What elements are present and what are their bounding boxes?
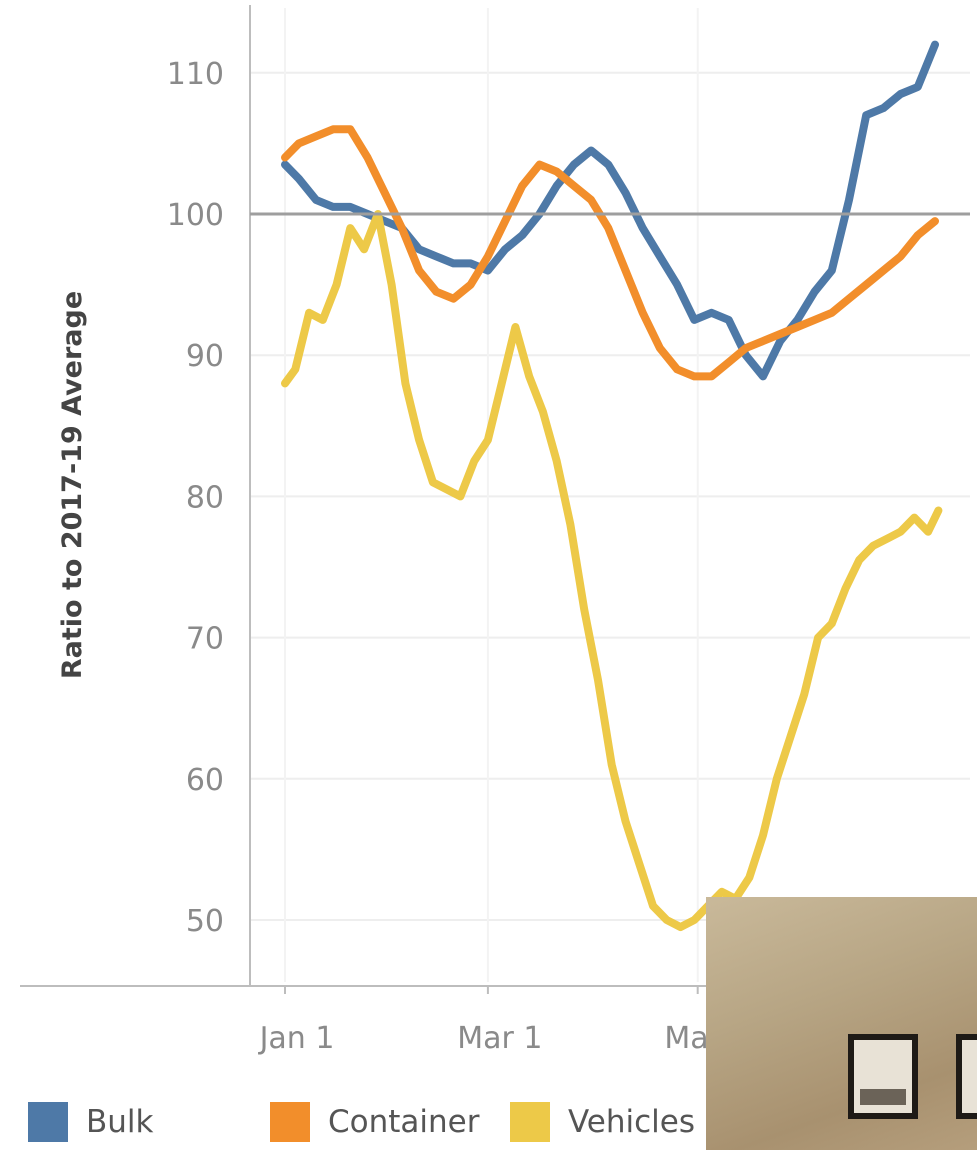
- picture-frame: [956, 1034, 977, 1119]
- legend-item-bulk[interactable]: Bulk: [28, 1100, 153, 1144]
- grid-lines: [250, 8, 970, 982]
- series-line-bulk: [281, 40, 939, 381]
- y-tick-label: 60: [186, 763, 224, 798]
- series-line-container: [281, 125, 939, 381]
- y-tick-label: 100: [167, 198, 224, 233]
- y-tick-label: 90: [186, 339, 224, 374]
- legend-item-container[interactable]: Container: [270, 1100, 480, 1144]
- webcam-photo-overlay: [706, 897, 977, 1150]
- y-tick-label: 80: [186, 480, 224, 515]
- picture-frame: [848, 1034, 918, 1119]
- y-tick-label: 110: [167, 57, 224, 92]
- y-tick-labels: 50 60 70 80 90 100 110: [167, 57, 224, 939]
- x-tick-label: Jan 1: [258, 1021, 335, 1056]
- legend-item-vehicles[interactable]: Vehicles: [510, 1100, 695, 1144]
- legend-label-bulk: Bulk: [86, 1104, 154, 1140]
- y-axis-title: Ratio to 2017-19 Average: [57, 291, 88, 679]
- legend-label-container: Container: [328, 1104, 480, 1140]
- legend-swatch-container: [270, 1102, 310, 1142]
- y-tick-label: 50: [186, 904, 224, 939]
- legend-swatch-vehicles: [510, 1102, 550, 1142]
- legend: Bulk Container Vehicles: [28, 1100, 728, 1144]
- x-tick-label: Mar 1: [457, 1021, 542, 1056]
- series-lines: [250, 40, 970, 932]
- axes: [20, 5, 970, 994]
- legend-label-vehicles: Vehicles: [568, 1104, 696, 1140]
- y-tick-label: 70: [186, 622, 224, 657]
- legend-swatch-bulk: [28, 1102, 68, 1142]
- series-line-vehicles: [281, 210, 943, 932]
